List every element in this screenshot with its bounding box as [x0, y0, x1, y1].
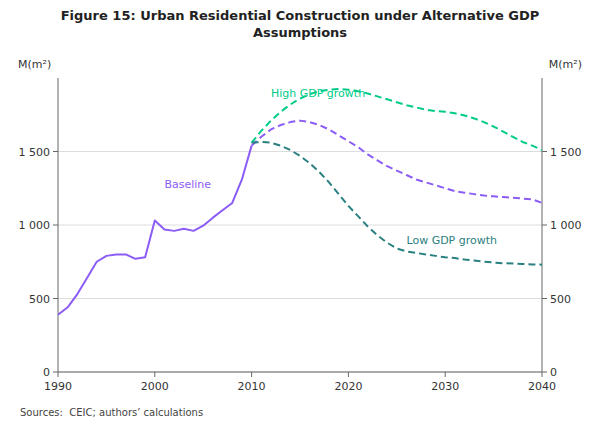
lines: [58, 89, 542, 315]
chart: Figure 15: Urban Residential Constructio…: [0, 0, 600, 424]
grid-line: [58, 372, 542, 373]
x-tick-label: 2040: [528, 380, 556, 393]
grid-line: [58, 298, 542, 299]
y2-tick: [542, 151, 547, 152]
series-line: [252, 121, 542, 203]
y2-tick-label: 1 000: [550, 219, 582, 232]
y2-tick-label: 500: [550, 293, 571, 306]
grid-line: [58, 225, 542, 226]
x-tick: [251, 372, 252, 377]
y-tick: [53, 298, 58, 299]
x-tick: [348, 372, 349, 377]
x-tick: [542, 372, 543, 377]
y-tick: [53, 372, 58, 373]
annotation: Baseline: [164, 178, 211, 191]
y2-tick: [542, 372, 547, 373]
x-axis-line: [58, 372, 542, 373]
series-line: [58, 146, 252, 315]
annotation: High GDP growth: [271, 87, 365, 100]
y2-axis-label: M(m²): [549, 58, 582, 71]
title-line: Assumptions: [253, 25, 347, 40]
x-tick: [58, 372, 59, 377]
x-tick-label: 1990: [44, 380, 72, 393]
y2-tick-label: 0: [550, 366, 557, 379]
x-tick: [154, 372, 155, 377]
y-tick-label: 0: [43, 366, 50, 379]
y-tick-label: 1 000: [19, 219, 51, 232]
y-tick: [53, 225, 58, 226]
x-tick-label: 2030: [431, 380, 459, 393]
series-line: [252, 142, 542, 265]
y2-tick: [542, 298, 547, 299]
grid-line: [58, 151, 542, 152]
title-line: Figure 15: Urban Residential Constructio…: [61, 8, 540, 23]
y-axis-label: M(m²): [18, 58, 51, 71]
grid: [58, 152, 542, 373]
y2-tick-label: 1 500: [550, 146, 582, 159]
y-tick-label: 1 500: [19, 146, 51, 159]
x-tick-label: 2020: [334, 380, 362, 393]
y-tick: [53, 151, 58, 152]
title: Figure 15: Urban Residential Constructio…: [61, 8, 540, 40]
annotation: Low GDP growth: [406, 234, 497, 247]
x-tick-label: 2000: [141, 380, 169, 393]
y2-tick: [542, 225, 547, 226]
y-tick-label: 500: [29, 293, 50, 306]
x-tick-label: 2010: [238, 380, 266, 393]
source: Sources: CEIC; authors’ calculations: [20, 407, 203, 418]
x-tick: [445, 372, 446, 377]
